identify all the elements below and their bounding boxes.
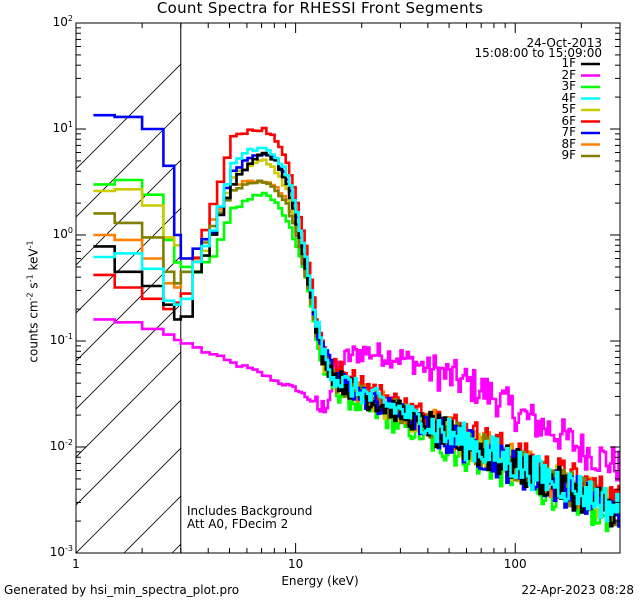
note-background: Includes Background [187, 504, 313, 518]
time-range: 15:08:00 to 15:09:00 [474, 46, 602, 60]
hatch-line [604, 23, 640, 553]
x-tick-label: 100 [503, 557, 527, 571]
y-tick-label: 100 [52, 226, 73, 241]
legend-label-4F: 4F [561, 90, 576, 105]
legend-label-2F: 2F [561, 67, 576, 82]
y-tick-label: 102 [52, 14, 73, 29]
x-axis-label: Energy (keV) [281, 574, 359, 588]
legend-label-5F: 5F [561, 102, 576, 116]
hatch-line [268, 23, 640, 553]
axes [75, 22, 621, 554]
hatch-line [76, 303, 181, 410]
hatch-line [76, 63, 181, 170]
series-2F [93, 318, 620, 482]
legend-lines [581, 62, 600, 158]
series-4F [93, 146, 620, 523]
legend-label-3F: 3F [561, 79, 576, 93]
generated-by: Generated by hsi_min_spectra_plot.pro [4, 583, 240, 597]
y-axis-label: counts cm-2 s-1 keV-1 [25, 240, 41, 363]
hatch-line [76, 159, 181, 266]
legend-label-6F: 6F [561, 113, 576, 128]
chart-title: Count Spectra for RHESSI Front Segments [156, 0, 484, 17]
plot-frame [75, 22, 621, 554]
y-tick-label: 10-1 [49, 332, 73, 347]
legend-label-1F: 1F [561, 56, 576, 70]
timestamp: 22-Apr-2023 08:28 [521, 583, 634, 597]
y-tick-label: 10-2 [49, 438, 73, 453]
series-layer [93, 113, 620, 533]
legend-label-8F: 8F [561, 136, 576, 151]
legend-label-7F: 7F [561, 125, 576, 139]
hatch-line [76, 207, 181, 314]
note-attenuator: Att A0, FDecim 2 [187, 517, 289, 531]
y-tick-label: 10-3 [49, 544, 73, 559]
hatch-line [76, 447, 181, 553]
hatch-line [76, 255, 181, 362]
hatch-line [76, 399, 181, 506]
plot-notes: Includes Background Att A0, FDecim 2 [187, 505, 312, 531]
y-tick-label: 101 [52, 120, 73, 135]
x-tick-label: 10 [287, 557, 304, 571]
legend-label-9F: 9F [561, 148, 576, 162]
observation-date: 24-Oct-2013 [526, 36, 602, 50]
series-6F [93, 126, 620, 516]
x-tick-label: 1 [72, 557, 80, 571]
